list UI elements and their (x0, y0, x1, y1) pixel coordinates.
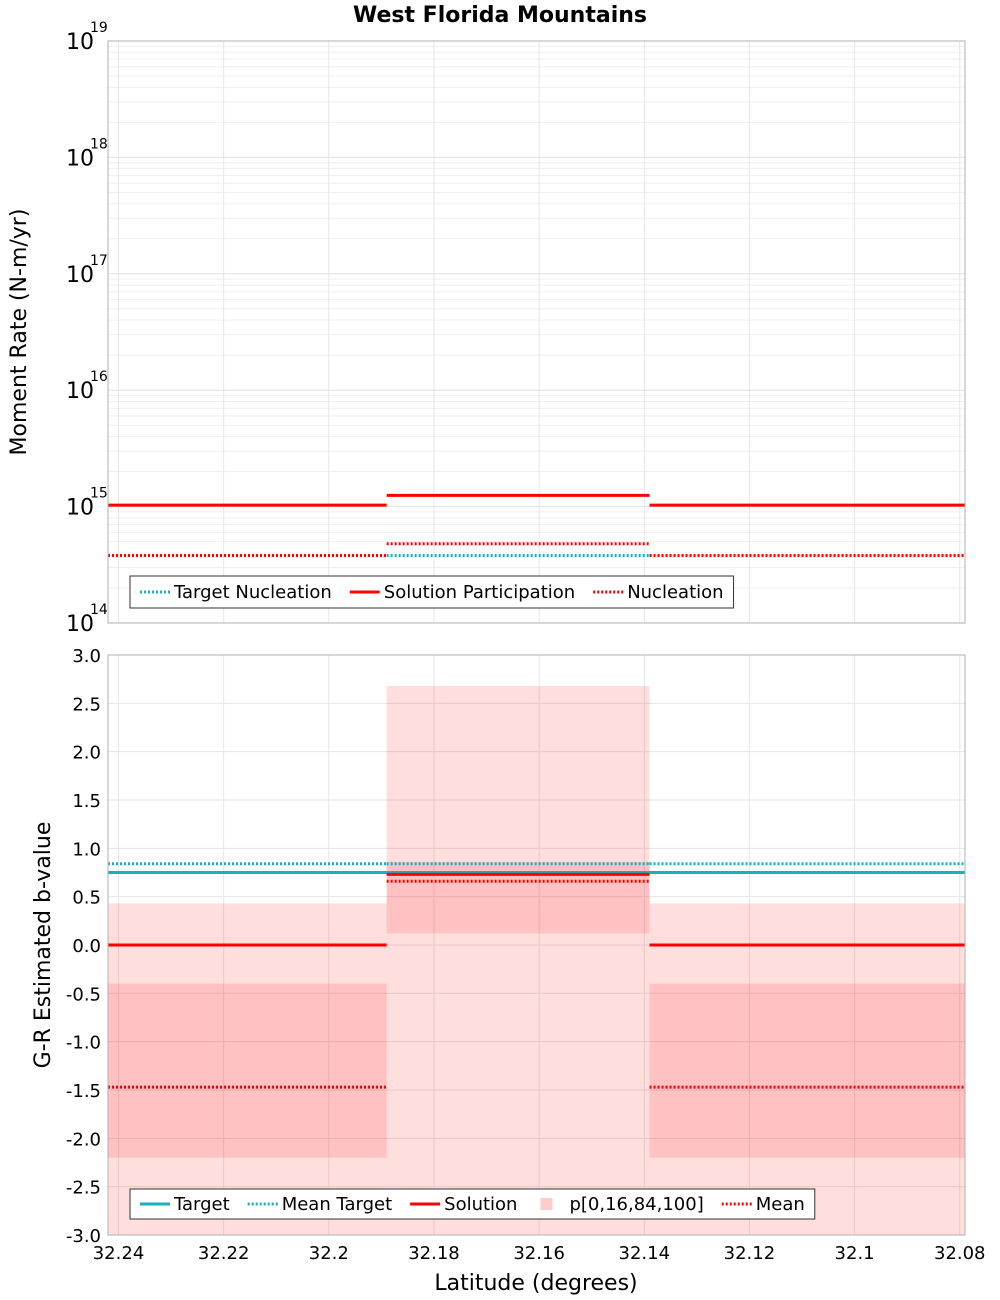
legend-label-mean-target: Mean Target (282, 1194, 392, 1215)
percentile-band-outer (649, 903, 965, 1235)
x-tick-label: 32.2 (309, 1243, 349, 1264)
legend-label-p-0-16-84-100: p[0,16,84,100] (569, 1194, 703, 1215)
x-tick-label: 32.16 (513, 1243, 565, 1264)
series-moment-rate (108, 493, 965, 558)
b-value-panel: 3.0 2.5 2.0 1.5 1.0 0.5 0.0 -0.5 -1.0 -1.5 -2.0 -2.… (31, 646, 986, 1296)
percentile-band-outer (386, 685, 650, 1235)
y-tick-label: 0.0 (72, 936, 101, 957)
y-tick-exponent: 18 (90, 136, 108, 152)
y-tick-base: 10 (66, 146, 94, 171)
y-tick-exponent: 17 (90, 253, 108, 269)
plot-frame-moment-rate (107, 40, 966, 624)
legend-swatch-p-0-16-84-100 (540, 1198, 553, 1210)
x-tick-label: 32.18 (408, 1243, 460, 1264)
y-tick-exponent: 16 (90, 369, 108, 385)
legend-label-target-nucleation: Target Nucleation (173, 582, 332, 603)
y-tick-label: 1016 (66, 369, 108, 404)
y-axis-label-b-value: G-R Estimated b-value (31, 822, 56, 1069)
x-tick-label: 32.24 (93, 1243, 145, 1264)
legend-label-solution: Solution (444, 1194, 517, 1215)
legend-b-value: Target Mean Target Solution p[0,16,84,100] M… (129, 1188, 816, 1220)
y-tick-exponent: 15 (90, 486, 108, 502)
y-tick-label: 1018 (66, 136, 108, 171)
y-tick-label: 1017 (66, 253, 108, 288)
y-ticks-b-value: 3.0 2.5 2.0 1.5 1.0 0.5 0.0 -0.5 -1.0 -1.5 -2.0 -2.… (66, 646, 101, 1247)
y-tick-label: -1.5 (66, 1081, 101, 1102)
legend-label-mean: Mean (756, 1194, 805, 1215)
y-tick-label: -0.5 (66, 984, 101, 1005)
x-axis-label: Latitude (degrees) (434, 1271, 637, 1296)
legend-moment-rate: Target Nucleation Solution Participation N… (129, 575, 735, 609)
y-tick-label: -1.0 (66, 1033, 101, 1054)
x-tick-label: 32.12 (724, 1243, 776, 1264)
percentile-band-inner (649, 983, 965, 1158)
series-b-value (108, 862, 965, 1089)
chart-title: West Florida Mountains (353, 3, 647, 28)
percentile-band-inner (108, 983, 387, 1158)
x-ticks-b-value: 32.24 32.22 32.2 32.18 32.16 32.14 32.12 32.1 32… (93, 1243, 986, 1264)
y-tick-label: 1019 (66, 20, 108, 55)
y-tick-base: 10 (66, 30, 94, 55)
x-tick-label: 32.14 (619, 1243, 671, 1264)
y-tick-label: 1014 (66, 602, 108, 637)
y-tick-label: 3.0 (72, 646, 101, 667)
legend-label-target: Target (173, 1194, 230, 1215)
y-axis-label-moment-rate: Moment Rate (N-m/yr) (7, 209, 32, 456)
x-tick-label: 32.1 (835, 1243, 875, 1264)
y-tick-label: 2.0 (72, 743, 101, 764)
y-tick-exponent: 14 (90, 602, 108, 618)
legend-label-nucleation: Nucleation (627, 582, 723, 603)
y-tick-label: 2.5 (72, 694, 101, 715)
legend-box (129, 575, 735, 609)
y-tick-base: 10 (66, 263, 94, 288)
y-tick-label: -3.0 (66, 1226, 101, 1247)
legend-label-solution-participation: Solution Participation (384, 582, 575, 603)
x-tick-label: 32.08 (934, 1243, 986, 1264)
bands-b-value (108, 685, 965, 1235)
y-tick-base: 10 (66, 496, 94, 521)
plot-frame-b-value (107, 654, 966, 1236)
y-tick-label: 1.0 (72, 839, 101, 860)
percentile-band-outer (108, 903, 387, 1235)
y-tick-label: 1015 (66, 486, 108, 521)
grid-moment-rate (108, 41, 965, 624)
y-tick-base: 10 (66, 612, 94, 637)
y-tick-label: 0.5 (72, 888, 101, 909)
y-tick-base: 10 (66, 379, 94, 404)
y-tick-label: -2.0 (66, 1129, 101, 1150)
legend-box (129, 1188, 816, 1220)
y-tick-exponent: 19 (90, 20, 108, 36)
y-tick-label: -2.5 (66, 1178, 101, 1199)
y-tick-label: 1.5 (72, 791, 101, 812)
x-tick-label: 32.22 (198, 1243, 250, 1264)
plot-area-moment-rate (108, 41, 965, 623)
